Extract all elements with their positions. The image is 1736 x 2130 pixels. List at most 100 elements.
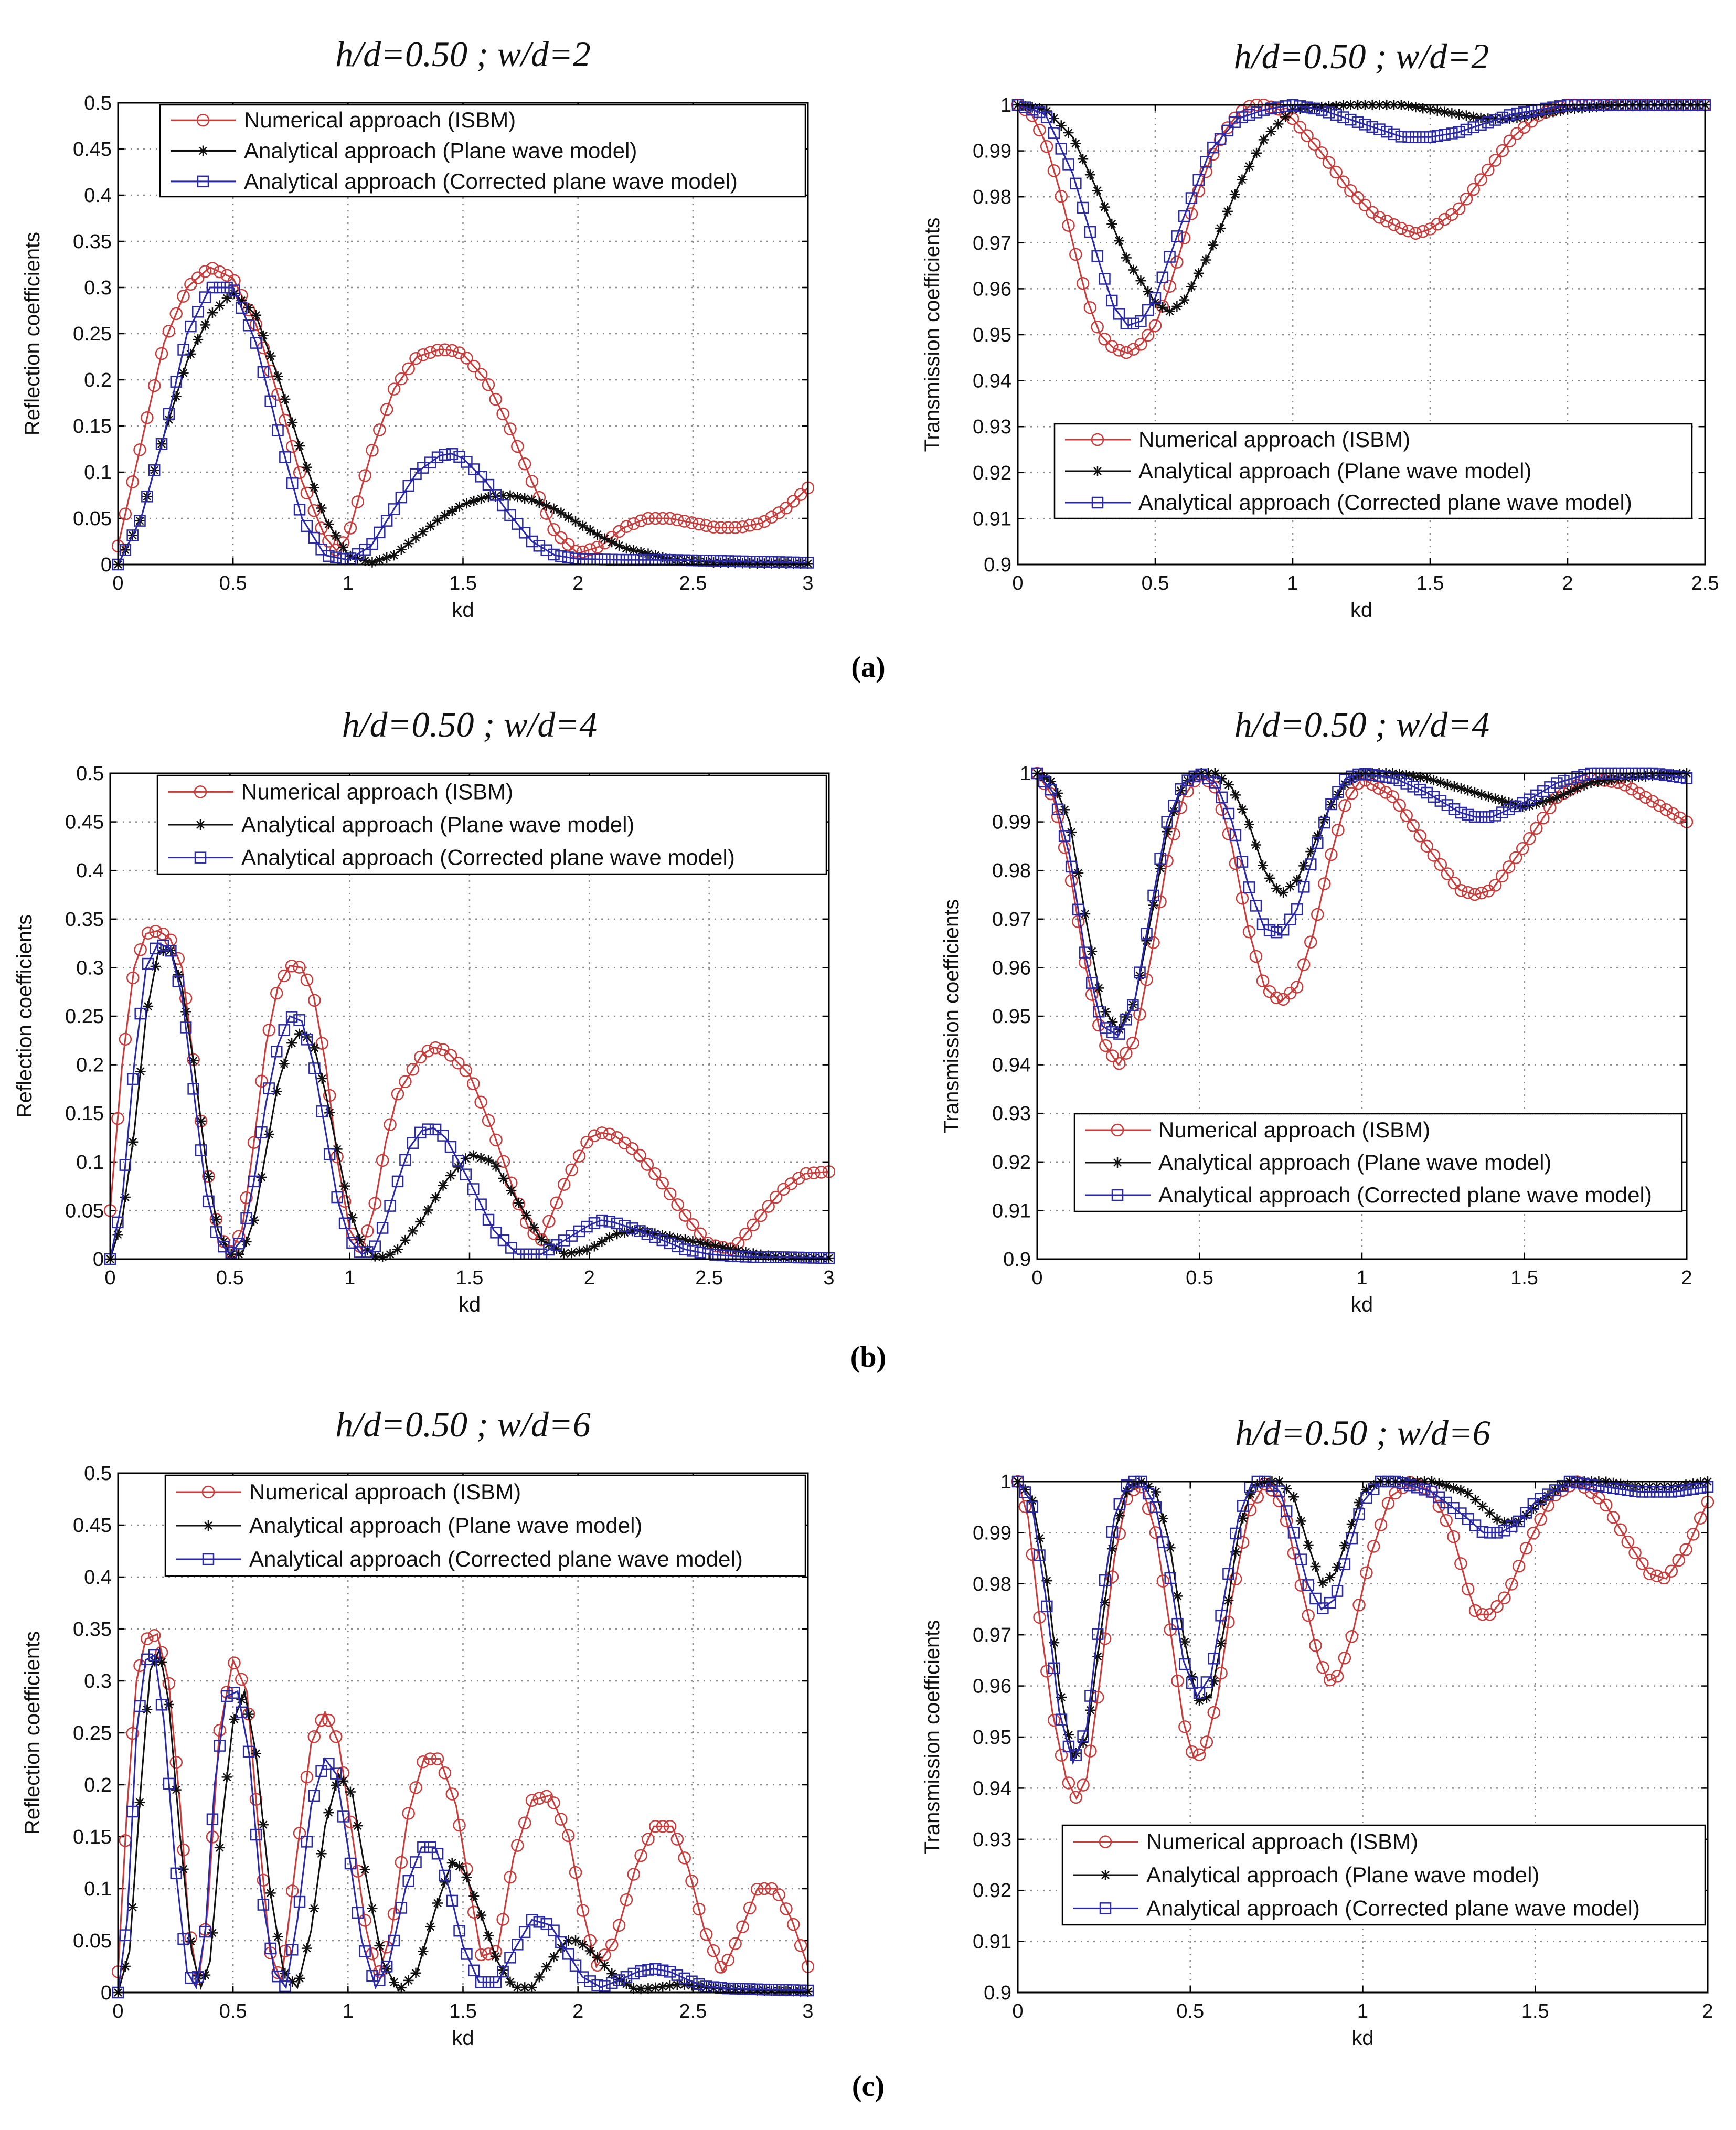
data-point: [1585, 1478, 1597, 1491]
data-point: [556, 507, 567, 518]
data-point: [1229, 829, 1242, 842]
data-point: [780, 556, 792, 568]
data-point: [1523, 832, 1536, 845]
data-point: [1280, 1505, 1293, 1517]
data-point: [1325, 798, 1337, 811]
data-point: [1366, 769, 1378, 781]
data-point: [1051, 803, 1064, 815]
data-point: [366, 538, 378, 550]
data-point: [1639, 791, 1653, 804]
data-point: [604, 1232, 615, 1243]
data-point: [409, 352, 422, 365]
data-point: [1416, 225, 1430, 238]
data-point: [1403, 100, 1414, 111]
data-point: [240, 1191, 253, 1205]
data-point: [1148, 319, 1162, 332]
data-point: [1106, 1543, 1117, 1554]
y-tick-label: 0.93: [992, 1103, 1031, 1125]
data-point: [1084, 169, 1095, 180]
data-point: [1531, 798, 1542, 809]
data-point: [672, 1233, 683, 1244]
data-point: [461, 1872, 472, 1883]
y-axis-label: Transmission coefficients: [921, 1620, 944, 1855]
data-point: [1329, 165, 1343, 179]
data-point: [656, 1819, 669, 1833]
data-point: [148, 1649, 161, 1662]
data-point: [1278, 887, 1289, 898]
data-point: [1446, 127, 1458, 140]
data-point: [200, 1969, 211, 1980]
data-point: [202, 1169, 215, 1183]
data-point: [1079, 946, 1091, 958]
data-point: [1186, 281, 1197, 292]
data-point: [468, 1150, 479, 1161]
data-point: [1428, 791, 1440, 803]
data-point: [1598, 101, 1609, 112]
data-point: [1093, 1005, 1105, 1018]
data-point: [1073, 868, 1084, 879]
data-point: [748, 1248, 759, 1259]
data-point: [322, 1713, 335, 1727]
x-tick-label: 2: [1681, 1267, 1692, 1289]
data-point: [177, 344, 189, 356]
data-point: [1455, 806, 1467, 819]
data-point: [512, 518, 524, 530]
data-point: [475, 1976, 487, 1988]
data-point: [1360, 1492, 1372, 1504]
data-point: [693, 1902, 706, 1916]
data-point: [714, 521, 728, 534]
data-point: [1516, 797, 1529, 810]
data-point: [1491, 1527, 1503, 1539]
data-point: [203, 1195, 215, 1208]
data-point: [459, 1064, 473, 1078]
data-point: [1530, 822, 1543, 835]
data-point: [1503, 134, 1516, 147]
data-point: [518, 1816, 531, 1829]
data-point: [191, 271, 205, 284]
y-tick-label: 0.1: [84, 1878, 112, 1900]
data-point: [1418, 1484, 1431, 1496]
data-point: [213, 265, 227, 279]
data-point: [574, 1246, 585, 1257]
legend-label-corrected: Analytical approach (Corrected plane wav…: [241, 845, 735, 870]
data-point: [528, 1222, 539, 1233]
data-point: [1483, 791, 1494, 802]
legend-marker-isbm: [201, 1485, 215, 1499]
y-tick-label: 0.92: [992, 1152, 1031, 1174]
data-point: [461, 498, 472, 509]
data-point: [1316, 102, 1327, 113]
x-tick-label: 3: [823, 1267, 834, 1289]
data-point: [1449, 781, 1460, 792]
data-point: [1549, 1484, 1561, 1496]
data-point: [142, 1704, 153, 1715]
data-point: [1344, 184, 1357, 197]
data-point: [179, 1021, 192, 1034]
data-point: [173, 970, 184, 981]
data-point: [377, 1251, 388, 1262]
data-point: [1107, 1016, 1118, 1027]
y-tick-label: 0.35: [73, 231, 112, 253]
data-point: [1164, 1572, 1176, 1584]
data-point: [649, 1819, 662, 1833]
data-point: [134, 515, 146, 527]
data-point: [134, 1797, 145, 1808]
data-point: [1291, 903, 1303, 915]
data-point: [1667, 769, 1678, 780]
data-point: [693, 1978, 705, 1990]
legend-label-corrected: Analytical approach (Corrected plane wav…: [244, 169, 738, 194]
data-point: [177, 290, 190, 303]
data-point: [1208, 240, 1219, 251]
data-point: [722, 555, 734, 567]
data-point: [265, 350, 276, 361]
data-point: [1273, 1494, 1286, 1508]
data-point: [1592, 776, 1603, 787]
data-point: [354, 1246, 366, 1258]
data-point: [226, 1249, 237, 1260]
data-point: [563, 512, 574, 523]
data-point: [750, 1882, 764, 1896]
data-point: [1462, 1513, 1474, 1525]
data-point: [769, 1190, 783, 1204]
data-point: [1475, 112, 1486, 123]
data-point: [1019, 101, 1030, 112]
data-point: [1490, 1600, 1504, 1613]
